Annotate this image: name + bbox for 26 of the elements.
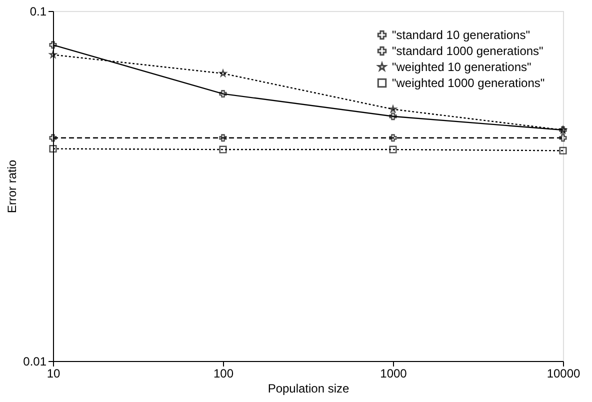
point bbox=[559, 146, 567, 154]
point bbox=[219, 146, 227, 154]
point bbox=[389, 112, 397, 120]
legend-label: "standard 10 generations" bbox=[392, 28, 530, 42]
point bbox=[49, 145, 57, 153]
y-tick-label: 0.01 bbox=[23, 354, 47, 368]
x-axis-title: Population size bbox=[268, 382, 350, 396]
point bbox=[219, 90, 227, 98]
y-axis-title: Error ratio bbox=[5, 160, 20, 214]
legend-label: "weighted 10 generations" bbox=[392, 60, 532, 74]
point bbox=[49, 134, 57, 142]
point bbox=[49, 50, 57, 58]
x-tick-label: 1000 bbox=[380, 366, 408, 380]
point bbox=[389, 146, 397, 154]
point bbox=[49, 41, 57, 49]
legend-label: "weighted 1000 generations" bbox=[392, 76, 545, 90]
x-tick-label: 10000 bbox=[546, 366, 581, 380]
x-tick-label: 10 bbox=[46, 366, 60, 380]
point bbox=[559, 134, 567, 142]
point bbox=[219, 134, 227, 142]
y-tick-label: 0.1 bbox=[30, 4, 47, 18]
point bbox=[389, 134, 397, 142]
point bbox=[389, 105, 397, 112]
legend-label: "standard 1000 generations" bbox=[392, 44, 544, 58]
x-tick-label: 100 bbox=[213, 366, 234, 380]
point bbox=[219, 70, 227, 77]
